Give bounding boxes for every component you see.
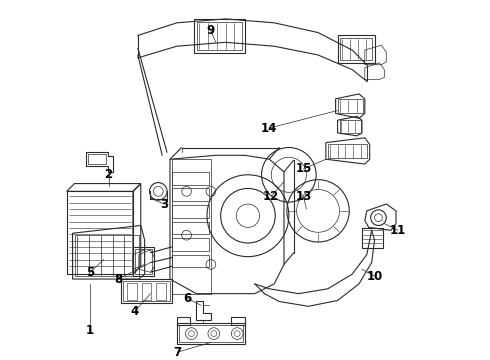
Bar (172, 188, 209, 201)
Bar (172, 238, 209, 251)
Bar (231, 317, 245, 325)
Bar (172, 159, 211, 294)
Bar (142, 283, 151, 300)
Bar (172, 172, 209, 185)
Bar (341, 39, 371, 60)
Bar (74, 235, 139, 276)
Text: 8: 8 (114, 273, 122, 285)
Bar (362, 228, 383, 248)
Bar (328, 144, 367, 158)
Text: 6: 6 (183, 292, 192, 305)
Bar (177, 323, 245, 344)
Bar (197, 22, 242, 50)
Text: 12: 12 (263, 190, 279, 203)
Text: 11: 11 (390, 224, 406, 237)
Bar (338, 99, 363, 113)
Bar (177, 317, 191, 325)
Bar (156, 283, 166, 300)
Text: 14: 14 (261, 122, 277, 135)
Bar (135, 249, 152, 274)
Text: 13: 13 (295, 190, 312, 203)
Bar (172, 255, 209, 267)
Bar (127, 283, 137, 300)
Text: 1: 1 (86, 324, 94, 337)
Text: 4: 4 (131, 305, 139, 318)
Bar (172, 205, 209, 218)
Bar (179, 325, 243, 342)
Text: 7: 7 (174, 346, 182, 359)
Text: 5: 5 (86, 266, 94, 279)
Text: 2: 2 (104, 168, 113, 181)
Bar (338, 36, 374, 63)
Bar (195, 19, 245, 53)
Bar (172, 221, 209, 234)
Text: 3: 3 (160, 198, 168, 211)
Bar (340, 120, 361, 133)
Bar (133, 247, 154, 276)
Text: 10: 10 (367, 270, 383, 283)
Text: 9: 9 (207, 24, 215, 37)
Bar (67, 192, 133, 274)
Bar (123, 281, 170, 301)
Text: 15: 15 (295, 162, 312, 175)
Bar (121, 279, 172, 303)
Bar (88, 154, 106, 164)
